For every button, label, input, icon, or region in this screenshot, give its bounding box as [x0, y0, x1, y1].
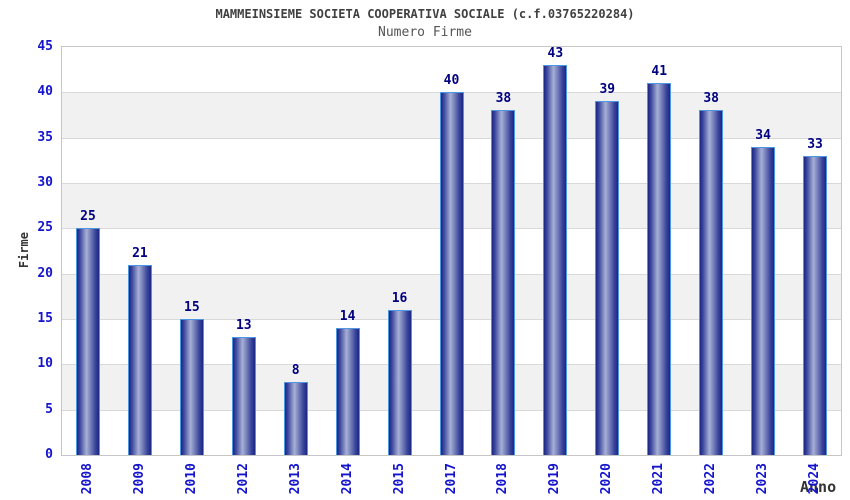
bar: [803, 155, 828, 455]
y-tick-label: 25: [37, 220, 53, 236]
x-tick-label: 2017: [443, 463, 459, 495]
y-tick-label: 0: [45, 447, 53, 462]
bar-value-label: 33: [807, 136, 823, 152]
x-tick-label: 2024: [807, 463, 823, 495]
y-tick-label: 15: [37, 311, 53, 326]
bar: [387, 309, 412, 455]
bar: [543, 65, 568, 455]
x-tick-label: 2019: [547, 463, 563, 495]
x-tick-label: 2010: [183, 463, 199, 495]
y-tick-label: 35: [37, 129, 53, 145]
bar-value-label: 38: [495, 91, 512, 107]
bar-value-label: 38: [703, 91, 719, 107]
y-tick-label: 5: [45, 401, 53, 417]
y-tick-label: 45: [37, 39, 53, 54]
chart-subtitle: Numero Firme: [378, 25, 472, 40]
y-tick-label: 10: [37, 356, 53, 372]
bar-value-label: 43: [547, 46, 564, 62]
plot-area: [61, 46, 842, 456]
y-tick-label: 30: [37, 175, 53, 190]
chart-title: MAMMEINSIEME SOCIETA COOPERATIVA SOCIALE…: [215, 7, 635, 21]
x-tick-label: 2018: [495, 463, 511, 495]
bar-value-label: 15: [184, 300, 200, 315]
x-tick-label: 2023: [755, 463, 771, 495]
bar-value-label: 16: [391, 290, 408, 306]
bar-value-label: 41: [651, 64, 668, 80]
bar-value-label: 21: [132, 245, 148, 261]
bar: [75, 228, 100, 455]
x-tick-label: 2012: [235, 463, 251, 495]
bar: [699, 110, 724, 455]
y-tick-label: 40: [37, 84, 53, 100]
y-tick-label: 20: [37, 265, 53, 281]
y-axis-title: Firme: [17, 232, 31, 269]
x-axis-title: Anno: [800, 478, 837, 496]
bar-value-label: 39: [599, 82, 616, 98]
x-tick-label: 2022: [703, 463, 719, 495]
bar-value-label: 25: [80, 209, 96, 225]
bar: [647, 83, 672, 455]
x-tick-label: 2013: [287, 463, 303, 495]
bar: [127, 264, 152, 455]
bar-value-label: 14: [339, 309, 356, 325]
bar: [335, 328, 360, 455]
x-tick-label: 2014: [339, 463, 355, 495]
x-tick-label: 2008: [79, 463, 95, 495]
x-tick-label: 2009: [131, 463, 147, 495]
x-tick-label: 2015: [391, 463, 407, 495]
bar: [231, 337, 256, 455]
bar-value-label: 34: [755, 127, 771, 143]
plot-band: [62, 47, 841, 93]
x-tick-label: 2021: [651, 463, 667, 495]
bar: [595, 101, 620, 455]
bar: [179, 319, 204, 455]
bar-value-label: 40: [443, 73, 460, 89]
bar-value-label: 13: [235, 318, 252, 334]
bar: [439, 92, 464, 455]
x-tick-label: 2020: [599, 463, 615, 495]
bar: [283, 382, 308, 455]
bar-value-label: 8: [291, 363, 300, 379]
bar: [751, 146, 776, 455]
bar: [491, 110, 516, 455]
